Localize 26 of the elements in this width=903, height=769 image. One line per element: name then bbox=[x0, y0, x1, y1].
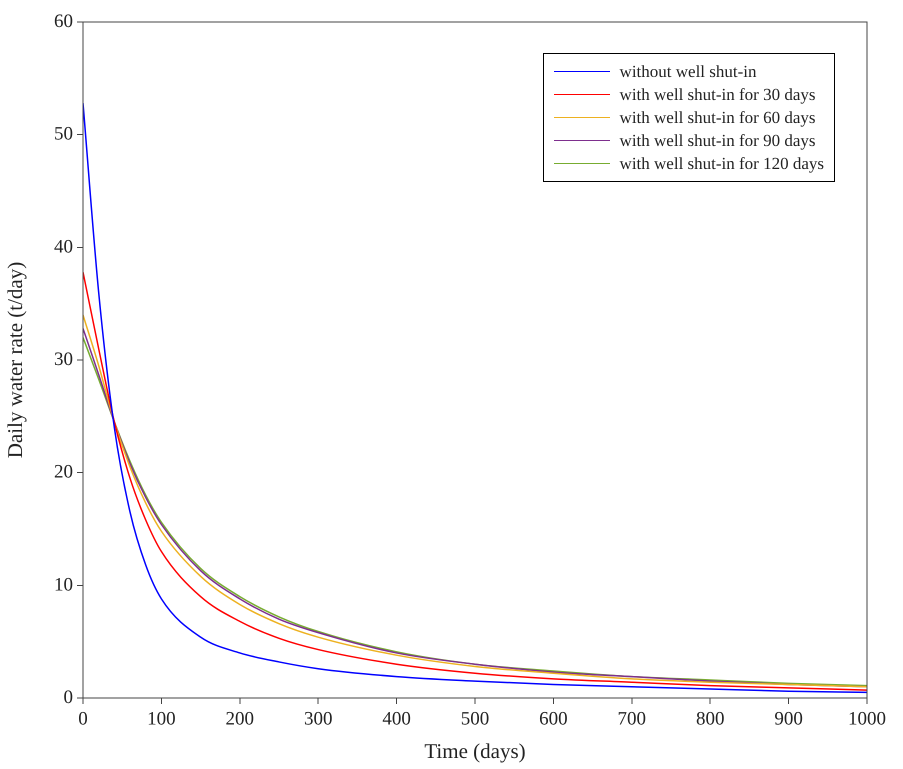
legend-label: with well shut-in for 120 days bbox=[620, 154, 824, 174]
legend-label: with well shut-in for 90 days bbox=[620, 130, 816, 150]
y-tick-label: 60 bbox=[54, 10, 73, 32]
x-tick-label: 500 bbox=[460, 708, 490, 730]
x-tick-label: 800 bbox=[696, 708, 724, 730]
x-axis-title: Time (days) bbox=[424, 738, 526, 763]
x-tick-label: 0 bbox=[78, 708, 88, 730]
x-tick-label: 600 bbox=[539, 708, 568, 730]
legend-label: without well shut-in bbox=[620, 62, 756, 82]
legend-label: with well shut-in for 30 days bbox=[620, 84, 816, 104]
y-tick-label: 40 bbox=[54, 236, 73, 258]
x-tick-label: 1000 bbox=[848, 708, 886, 730]
y-tick-label: 50 bbox=[54, 124, 73, 145]
y-tick-label: 20 bbox=[54, 462, 73, 483]
line-series bbox=[83, 102, 867, 694]
y-tick-label: 30 bbox=[54, 348, 73, 370]
x-tick-label: 300 bbox=[304, 708, 332, 730]
y-tick-label: 0 bbox=[64, 686, 73, 708]
y-tick-label: 10 bbox=[54, 574, 73, 596]
x-tick-label: 700 bbox=[618, 708, 646, 730]
x-tick-label: 100 bbox=[147, 708, 176, 730]
x-tick-label: 200 bbox=[226, 708, 254, 730]
legend-label: with well shut-in for 60 days bbox=[620, 108, 816, 128]
x-tick-label: 900 bbox=[774, 708, 803, 730]
y-axis-title: Daily water rate (t/day) bbox=[3, 262, 28, 458]
x-tick-label: 400 bbox=[382, 708, 411, 730]
